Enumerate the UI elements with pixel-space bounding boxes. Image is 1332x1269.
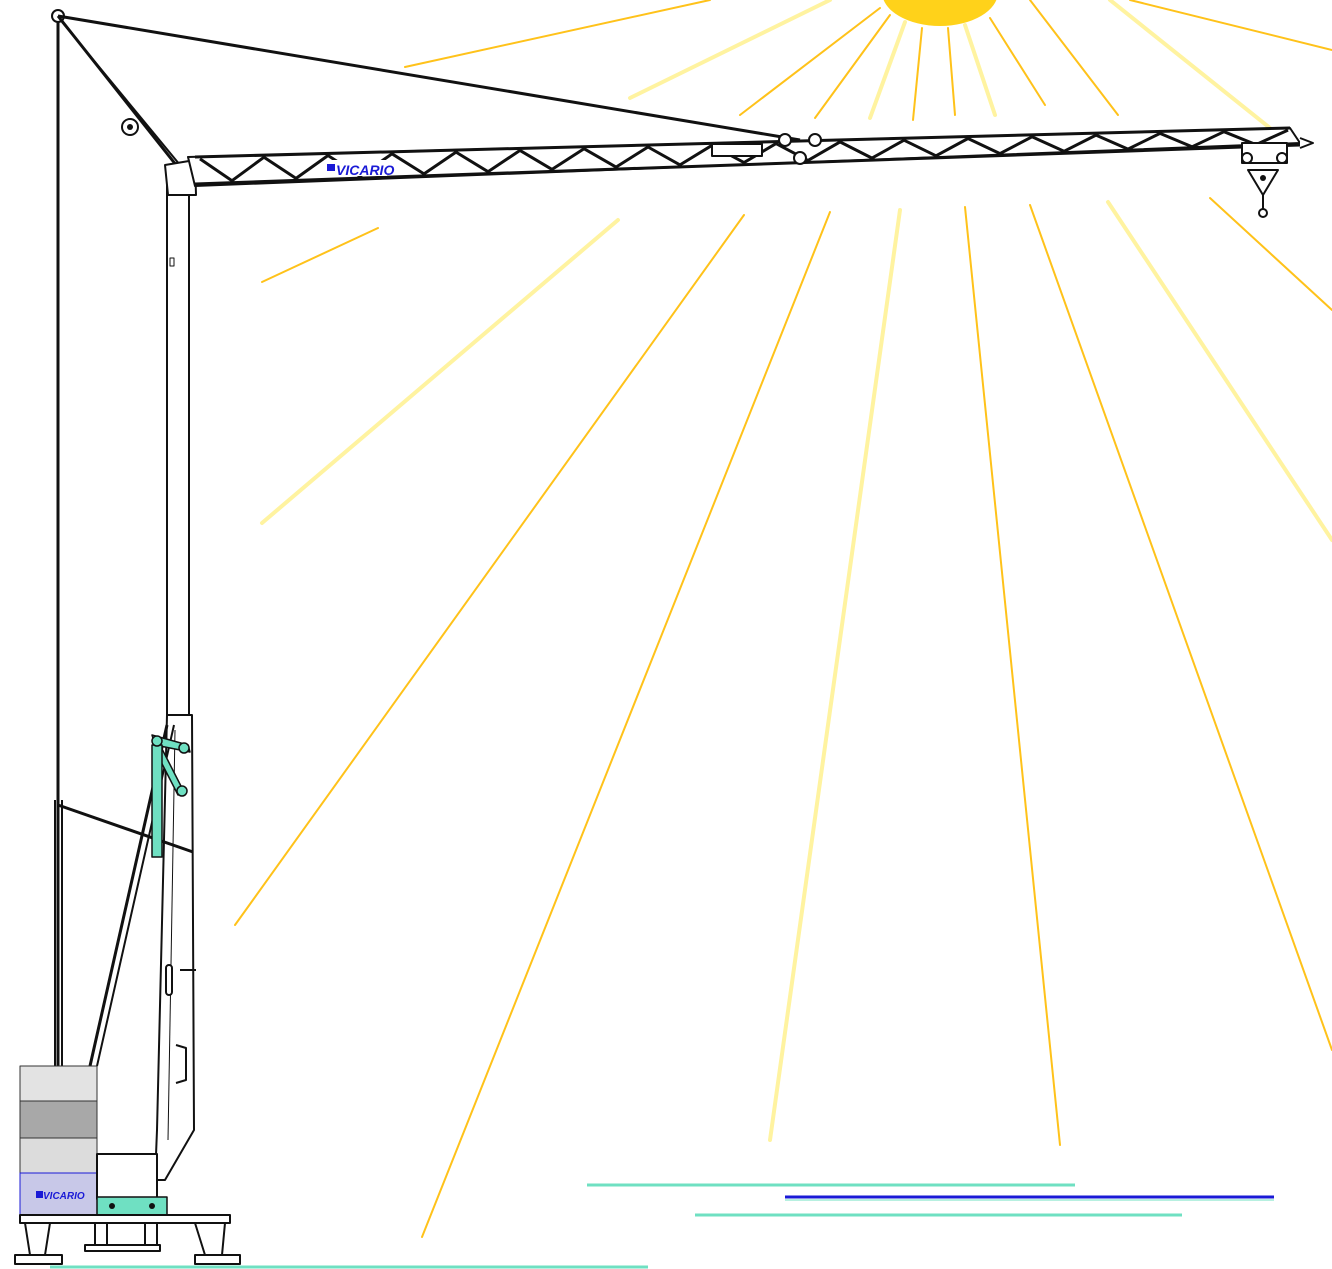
sun-ray	[739, 7, 881, 116]
sun-ray	[868, 20, 907, 120]
sun-ray	[814, 14, 891, 119]
hook-icon	[1241, 142, 1288, 218]
sun-ray	[947, 27, 956, 116]
sun-ray	[963, 23, 997, 117]
sun-ray	[964, 206, 1061, 1146]
sun-rays	[234, 0, 1332, 1238]
sun-ray	[989, 17, 1046, 106]
sun-ray	[421, 211, 831, 1238]
ballast-blocks: VICARIO	[19, 1065, 98, 1216]
sun-ray	[768, 208, 902, 1142]
jib-logo: VICARIO	[336, 162, 394, 178]
ground-lines	[50, 1183, 1274, 1269]
sun-ray	[628, 0, 832, 100]
sun-ray	[404, 0, 711, 68]
hydraulic-ram	[151, 734, 191, 858]
sun-ray	[1209, 197, 1332, 311]
sun-ray	[1108, 0, 1272, 130]
ballast-logo: VICARIO	[43, 1191, 85, 1202]
sun-ray	[260, 218, 620, 525]
sun-ray	[1029, 0, 1119, 116]
jib: VICARIO	[187, 126, 1314, 218]
sun-ray	[261, 227, 379, 283]
sun-ray	[912, 27, 923, 121]
tower-crane-icon: VICARIO	[14, 9, 1314, 1265]
sun-ray	[234, 214, 745, 926]
sun-icon	[883, 0, 997, 26]
sun-ray	[1106, 200, 1332, 542]
sun-ray	[1129, 0, 1332, 51]
sun-ray	[1029, 204, 1332, 1051]
